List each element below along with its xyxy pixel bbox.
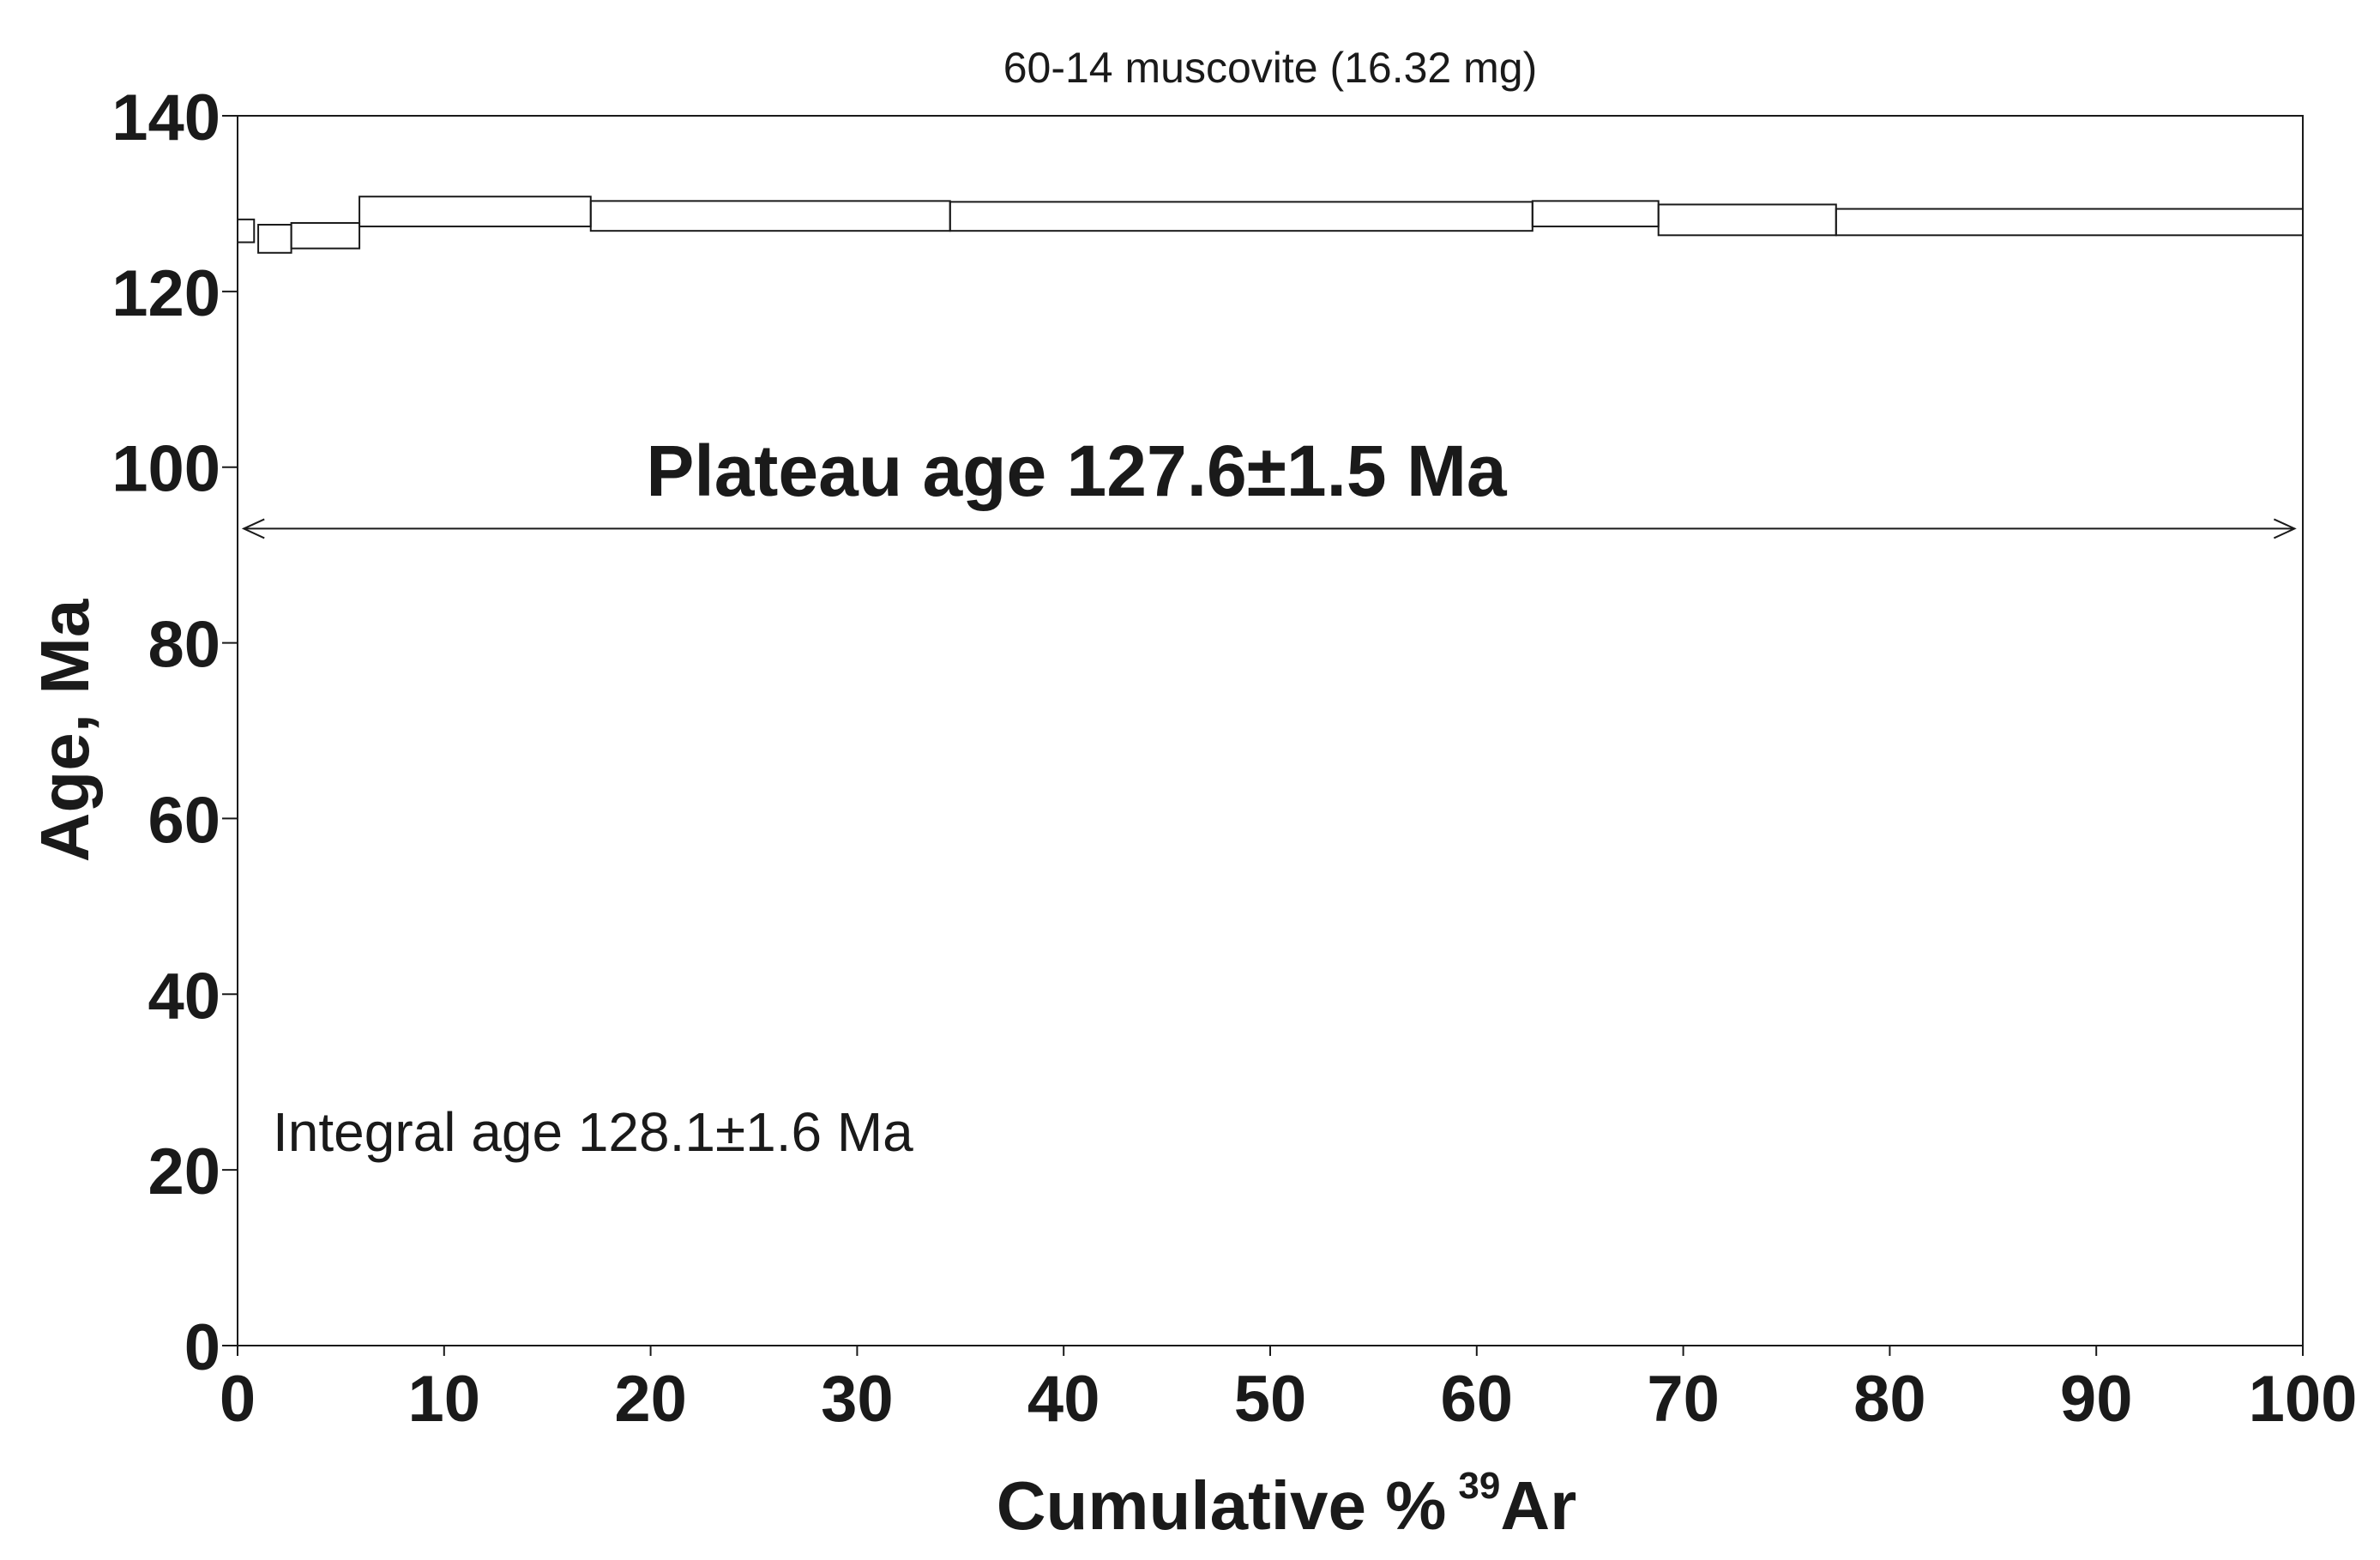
y-tick-label-60: 60 bbox=[148, 784, 220, 857]
y-axis-ticks: 0 20 40 60 80 100 120 140 bbox=[111, 81, 238, 1384]
x-tick-label-70: 70 bbox=[1647, 1363, 1720, 1436]
x-tick-label-30: 30 bbox=[821, 1363, 894, 1436]
step-box-5 bbox=[589, 200, 951, 232]
x-tick-label-80: 80 bbox=[1853, 1363, 1926, 1436]
x-axis-title-superscript: 39 bbox=[1458, 1465, 1500, 1507]
x-axis-title-suffix: Ar bbox=[1500, 1467, 1576, 1544]
y-tick-label-100: 100 bbox=[111, 433, 220, 506]
y-tick-label-140: 140 bbox=[111, 81, 220, 154]
y-tick-label-20: 20 bbox=[148, 1135, 220, 1208]
y-tick-label-80: 80 bbox=[148, 609, 220, 682]
x-tick-label-0: 0 bbox=[220, 1363, 256, 1436]
step-box-8 bbox=[1657, 203, 1837, 237]
x-tick-label-60: 60 bbox=[1441, 1363, 1514, 1436]
integral-age-label: Integral age 128.1±1.6 Ma bbox=[273, 1101, 913, 1163]
step-box-1 bbox=[237, 218, 256, 244]
y-tick-label-0: 0 bbox=[184, 1311, 220, 1384]
x-axis-title: Cumulative % 39Ar bbox=[997, 1465, 1576, 1544]
x-tick-label-90: 90 bbox=[2060, 1363, 2133, 1436]
x-axis-ticks: 0 10 20 30 40 50 60 70 80 90 100 bbox=[220, 1346, 2358, 1436]
step-box-9 bbox=[1835, 208, 2304, 237]
step-box-4 bbox=[359, 196, 592, 228]
step-box-3 bbox=[290, 221, 361, 250]
step-box-6 bbox=[949, 201, 1533, 232]
plateau-arrowhead-left bbox=[241, 518, 265, 539]
plateau-age-label: Plateau age 127.6±1.5 Ma bbox=[646, 431, 1508, 511]
plateau-arrow bbox=[241, 518, 2297, 539]
x-tick-label-100: 100 bbox=[2249, 1363, 2358, 1436]
y-tick-label-40: 40 bbox=[148, 960, 220, 1033]
plateau-arrowhead-right bbox=[2273, 518, 2297, 539]
y-axis-title: Age, Ma bbox=[27, 599, 103, 862]
x-axis-title-main: Cumulative % bbox=[997, 1467, 1447, 1544]
x-tick-label-20: 20 bbox=[614, 1363, 687, 1436]
x-tick-label-10: 10 bbox=[408, 1363, 481, 1436]
chart-title: 60-14 muscovite (16.32 mg) bbox=[1003, 44, 1538, 92]
x-tick-label-40: 40 bbox=[1027, 1363, 1100, 1436]
step-box-2 bbox=[257, 224, 292, 254]
step-boxes bbox=[237, 196, 2304, 254]
step-box-7 bbox=[1531, 200, 1660, 228]
x-tick-label-50: 50 bbox=[1234, 1363, 1307, 1436]
y-tick-label-120: 120 bbox=[111, 257, 220, 330]
